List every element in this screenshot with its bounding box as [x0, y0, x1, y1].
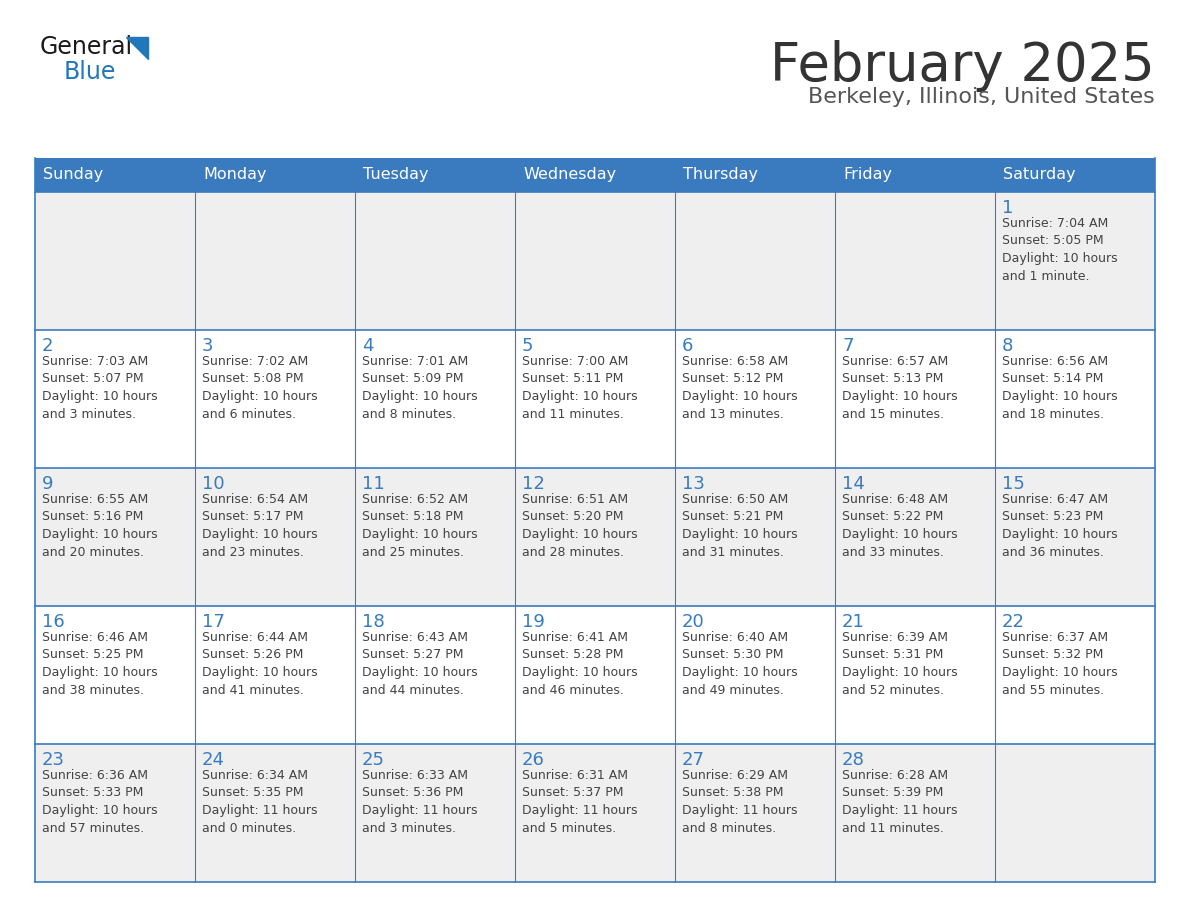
Text: Sunrise: 6:58 AM
Sunset: 5:12 PM
Daylight: 10 hours
and 13 minutes.: Sunrise: 6:58 AM Sunset: 5:12 PM Dayligh…: [682, 355, 797, 420]
Text: Sunrise: 6:44 AM
Sunset: 5:26 PM
Daylight: 10 hours
and 41 minutes.: Sunrise: 6:44 AM Sunset: 5:26 PM Dayligh…: [202, 631, 317, 697]
Text: Sunrise: 6:43 AM
Sunset: 5:27 PM
Daylight: 10 hours
and 44 minutes.: Sunrise: 6:43 AM Sunset: 5:27 PM Dayligh…: [362, 631, 478, 697]
Text: 1: 1: [1001, 199, 1013, 217]
Text: 5: 5: [522, 337, 533, 355]
Text: 19: 19: [522, 613, 545, 631]
Text: Friday: Friday: [843, 167, 892, 183]
Text: Sunrise: 6:37 AM
Sunset: 5:32 PM
Daylight: 10 hours
and 55 minutes.: Sunrise: 6:37 AM Sunset: 5:32 PM Dayligh…: [1001, 631, 1118, 697]
Text: Sunrise: 6:46 AM
Sunset: 5:25 PM
Daylight: 10 hours
and 38 minutes.: Sunrise: 6:46 AM Sunset: 5:25 PM Dayligh…: [42, 631, 158, 697]
Text: Monday: Monday: [203, 167, 266, 183]
Text: Sunrise: 6:57 AM
Sunset: 5:13 PM
Daylight: 10 hours
and 15 minutes.: Sunrise: 6:57 AM Sunset: 5:13 PM Dayligh…: [842, 355, 958, 420]
Bar: [34, 158, 1155, 192]
Text: Sunrise: 6:55 AM
Sunset: 5:16 PM
Daylight: 10 hours
and 20 minutes.: Sunrise: 6:55 AM Sunset: 5:16 PM Dayligh…: [42, 493, 158, 558]
Text: Sunrise: 6:41 AM
Sunset: 5:28 PM
Daylight: 10 hours
and 46 minutes.: Sunrise: 6:41 AM Sunset: 5:28 PM Dayligh…: [522, 631, 638, 697]
Text: 4: 4: [362, 337, 373, 355]
Bar: [34, 192, 1155, 330]
Text: 28: 28: [842, 751, 865, 769]
Text: 12: 12: [522, 475, 545, 493]
Text: 13: 13: [682, 475, 704, 493]
Text: 16: 16: [42, 613, 65, 631]
Text: Blue: Blue: [64, 60, 116, 84]
Text: Sunrise: 6:28 AM
Sunset: 5:39 PM
Daylight: 11 hours
and 11 minutes.: Sunrise: 6:28 AM Sunset: 5:39 PM Dayligh…: [842, 769, 958, 834]
Text: 8: 8: [1001, 337, 1013, 355]
Text: 24: 24: [202, 751, 225, 769]
Text: 10: 10: [202, 475, 225, 493]
Text: 27: 27: [682, 751, 704, 769]
Text: 26: 26: [522, 751, 545, 769]
Text: Saturday: Saturday: [1003, 167, 1075, 183]
Text: Sunrise: 6:50 AM
Sunset: 5:21 PM
Daylight: 10 hours
and 31 minutes.: Sunrise: 6:50 AM Sunset: 5:21 PM Dayligh…: [682, 493, 797, 558]
Text: Sunrise: 6:54 AM
Sunset: 5:17 PM
Daylight: 10 hours
and 23 minutes.: Sunrise: 6:54 AM Sunset: 5:17 PM Dayligh…: [202, 493, 317, 558]
Text: Sunrise: 6:47 AM
Sunset: 5:23 PM
Daylight: 10 hours
and 36 minutes.: Sunrise: 6:47 AM Sunset: 5:23 PM Dayligh…: [1001, 493, 1118, 558]
Text: Sunrise: 6:34 AM
Sunset: 5:35 PM
Daylight: 11 hours
and 0 minutes.: Sunrise: 6:34 AM Sunset: 5:35 PM Dayligh…: [202, 769, 317, 834]
Text: 6: 6: [682, 337, 694, 355]
Text: 20: 20: [682, 613, 704, 631]
Text: February 2025: February 2025: [770, 40, 1155, 92]
Text: Sunrise: 6:29 AM
Sunset: 5:38 PM
Daylight: 11 hours
and 8 minutes.: Sunrise: 6:29 AM Sunset: 5:38 PM Dayligh…: [682, 769, 797, 834]
Text: 9: 9: [42, 475, 53, 493]
Text: Sunrise: 6:51 AM
Sunset: 5:20 PM
Daylight: 10 hours
and 28 minutes.: Sunrise: 6:51 AM Sunset: 5:20 PM Dayligh…: [522, 493, 638, 558]
Text: Wednesday: Wednesday: [523, 167, 617, 183]
Text: Berkeley, Illinois, United States: Berkeley, Illinois, United States: [808, 87, 1155, 107]
Text: Sunday: Sunday: [43, 167, 103, 183]
Text: Sunrise: 7:04 AM
Sunset: 5:05 PM
Daylight: 10 hours
and 1 minute.: Sunrise: 7:04 AM Sunset: 5:05 PM Dayligh…: [1001, 217, 1118, 283]
Bar: [34, 606, 1155, 744]
Text: Sunrise: 6:56 AM
Sunset: 5:14 PM
Daylight: 10 hours
and 18 minutes.: Sunrise: 6:56 AM Sunset: 5:14 PM Dayligh…: [1001, 355, 1118, 420]
Text: 2: 2: [42, 337, 53, 355]
Text: 17: 17: [202, 613, 225, 631]
Text: Sunrise: 7:01 AM
Sunset: 5:09 PM
Daylight: 10 hours
and 8 minutes.: Sunrise: 7:01 AM Sunset: 5:09 PM Dayligh…: [362, 355, 478, 420]
Text: 7: 7: [842, 337, 853, 355]
Text: Sunrise: 7:02 AM
Sunset: 5:08 PM
Daylight: 10 hours
and 6 minutes.: Sunrise: 7:02 AM Sunset: 5:08 PM Dayligh…: [202, 355, 317, 420]
Text: Sunrise: 6:40 AM
Sunset: 5:30 PM
Daylight: 10 hours
and 49 minutes.: Sunrise: 6:40 AM Sunset: 5:30 PM Dayligh…: [682, 631, 797, 697]
Text: Sunrise: 6:33 AM
Sunset: 5:36 PM
Daylight: 11 hours
and 3 minutes.: Sunrise: 6:33 AM Sunset: 5:36 PM Dayligh…: [362, 769, 478, 834]
Text: 25: 25: [362, 751, 385, 769]
Bar: [34, 330, 1155, 468]
Text: 22: 22: [1001, 613, 1025, 631]
Text: 11: 11: [362, 475, 385, 493]
Text: Sunrise: 6:31 AM
Sunset: 5:37 PM
Daylight: 11 hours
and 5 minutes.: Sunrise: 6:31 AM Sunset: 5:37 PM Dayligh…: [522, 769, 638, 834]
Text: 21: 21: [842, 613, 865, 631]
Text: 3: 3: [202, 337, 214, 355]
Text: Tuesday: Tuesday: [364, 167, 429, 183]
Text: 14: 14: [842, 475, 865, 493]
Text: Thursday: Thursday: [683, 167, 758, 183]
Text: Sunrise: 6:48 AM
Sunset: 5:22 PM
Daylight: 10 hours
and 33 minutes.: Sunrise: 6:48 AM Sunset: 5:22 PM Dayligh…: [842, 493, 958, 558]
Text: 23: 23: [42, 751, 65, 769]
Text: 18: 18: [362, 613, 385, 631]
Bar: [34, 468, 1155, 606]
Text: 15: 15: [1001, 475, 1025, 493]
Text: Sunrise: 6:36 AM
Sunset: 5:33 PM
Daylight: 10 hours
and 57 minutes.: Sunrise: 6:36 AM Sunset: 5:33 PM Dayligh…: [42, 769, 158, 834]
Text: Sunrise: 6:52 AM
Sunset: 5:18 PM
Daylight: 10 hours
and 25 minutes.: Sunrise: 6:52 AM Sunset: 5:18 PM Dayligh…: [362, 493, 478, 558]
Text: Sunrise: 6:39 AM
Sunset: 5:31 PM
Daylight: 10 hours
and 52 minutes.: Sunrise: 6:39 AM Sunset: 5:31 PM Dayligh…: [842, 631, 958, 697]
Text: Sunrise: 7:00 AM
Sunset: 5:11 PM
Daylight: 10 hours
and 11 minutes.: Sunrise: 7:00 AM Sunset: 5:11 PM Dayligh…: [522, 355, 638, 420]
Text: Sunrise: 7:03 AM
Sunset: 5:07 PM
Daylight: 10 hours
and 3 minutes.: Sunrise: 7:03 AM Sunset: 5:07 PM Dayligh…: [42, 355, 158, 420]
Text: General: General: [40, 35, 133, 59]
Polygon shape: [126, 37, 148, 59]
Bar: [34, 744, 1155, 882]
